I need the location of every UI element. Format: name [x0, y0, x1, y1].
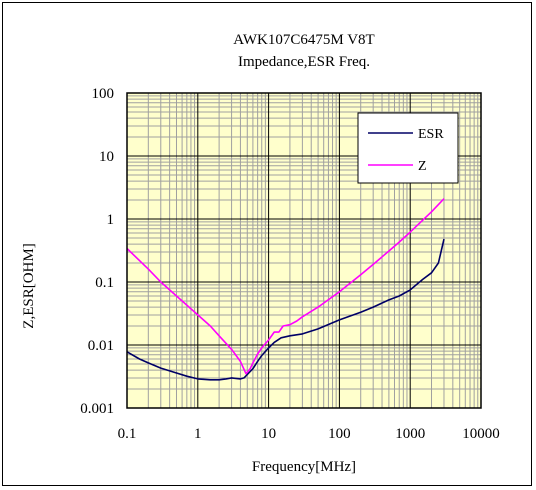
series-layer	[126, 198, 445, 381]
legend: ESR Z	[357, 112, 459, 184]
y-tick-labels: 0.001 0.01 0.1 1 10 100	[80, 86, 114, 417]
y-tick-label: 100	[92, 86, 115, 102]
y-tick-label: 10	[99, 149, 114, 165]
y-tick-label: 1	[107, 212, 115, 228]
y-tick-label: 0.001	[80, 401, 114, 417]
x-tick-label: 100	[328, 426, 351, 442]
legend-label-esr: ESR	[418, 127, 444, 142]
x-tick-label: 1000	[395, 426, 425, 442]
series-line-esr	[126, 238, 445, 381]
y-tick-label: 0.01	[88, 338, 114, 354]
minor-grid	[127, 93, 481, 408]
plot-border	[126, 92, 482, 409]
x-tick-label: 10	[261, 426, 276, 442]
legend-box	[357, 112, 459, 184]
x-tick-label: 10000	[462, 426, 500, 442]
y-tick-label: 0.1	[95, 275, 114, 291]
x-tick-label: 0.1	[118, 426, 137, 442]
series-line-z	[126, 198, 445, 375]
legend-label-z: Z	[418, 159, 427, 174]
chart-title: AWK107C6475M V8T	[233, 32, 374, 48]
x-axis-label: Frequency[MHz]	[252, 459, 356, 475]
chart-subtitle: Impedance,ESR Freq.	[238, 54, 370, 70]
y-axis-label: Z,ESR[OHM]	[21, 243, 37, 328]
x-tick-label: 1	[194, 426, 202, 442]
x-tick-labels: 0.1 1 10 100 1000 10000	[118, 426, 500, 442]
